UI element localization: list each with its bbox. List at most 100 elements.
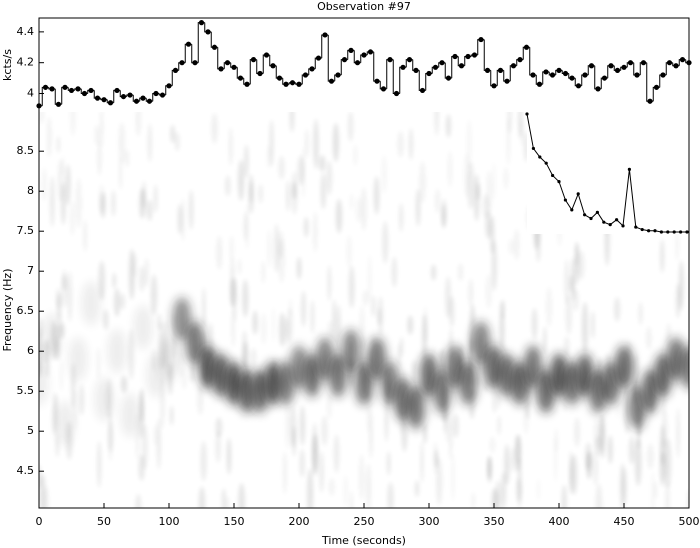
x-tick-label: 0 <box>36 515 43 528</box>
x-tick-label: 200 <box>289 515 310 528</box>
inset-point <box>525 112 529 116</box>
data-point <box>621 64 627 70</box>
noise-streak <box>628 436 635 465</box>
power-blob <box>160 337 178 382</box>
data-point <box>322 32 328 38</box>
noise-streak <box>94 125 100 146</box>
noise-streak <box>397 130 404 158</box>
noise-streak <box>144 258 149 288</box>
noise-streak <box>174 132 180 152</box>
power-blob <box>329 353 347 398</box>
power-blob <box>43 313 61 358</box>
noise-streak <box>565 258 569 306</box>
noise-streak <box>181 367 188 389</box>
noise-streak <box>419 160 426 204</box>
noise-streak <box>114 288 121 317</box>
step-segment <box>529 47 537 76</box>
x-tick-label: 150 <box>224 515 245 528</box>
noise-streak <box>409 127 413 161</box>
x-tick-label: 250 <box>354 515 375 528</box>
data-point <box>647 98 653 104</box>
noise-streak <box>382 220 389 264</box>
noise-streak <box>120 293 126 310</box>
step-segment <box>399 66 407 94</box>
noise-streak <box>272 306 275 342</box>
data-point <box>179 60 185 66</box>
noise-streak <box>112 272 116 289</box>
noise-streak <box>422 313 428 361</box>
data-point <box>211 44 218 50</box>
noise-streak <box>431 264 436 281</box>
noise-streak <box>279 312 286 347</box>
step-segment <box>262 54 270 74</box>
data-point <box>471 52 478 58</box>
data-point <box>257 70 263 77</box>
data-point <box>81 90 88 97</box>
noise-streak <box>595 483 603 508</box>
noise-streak <box>423 423 427 444</box>
noise-streak <box>546 287 552 328</box>
noise-streak <box>282 451 287 495</box>
noise-streak <box>75 177 82 229</box>
y-tick-label: 5.5 <box>17 384 35 397</box>
noise-streak <box>304 128 309 159</box>
noise-streak <box>319 451 324 494</box>
y-tick-label: 4.5 <box>17 464 35 477</box>
noise-streak <box>78 383 85 416</box>
noise-streak <box>599 415 604 453</box>
noise-streak <box>216 235 223 271</box>
noise-streak <box>369 409 373 459</box>
noise-streak <box>474 174 480 222</box>
noise-streak <box>267 228 272 268</box>
noise-streak <box>594 435 601 456</box>
noise-streak <box>577 250 585 280</box>
noise-streak <box>664 438 672 489</box>
noise-streak <box>362 289 369 307</box>
data-point <box>283 81 289 87</box>
noise-streak <box>518 112 523 139</box>
data-point <box>536 81 543 87</box>
noise-streak <box>659 437 667 484</box>
noise-streak <box>320 172 327 210</box>
noise-streak <box>119 156 123 190</box>
noise-streak <box>347 112 354 142</box>
inset-point <box>653 229 657 233</box>
y-tick-label: 4.2 <box>17 56 35 69</box>
data-point <box>114 87 120 94</box>
spectrogram <box>39 112 689 508</box>
step-segment <box>217 47 225 70</box>
noise-streak <box>103 309 109 330</box>
data-point <box>601 75 608 81</box>
noise-streak <box>397 342 401 372</box>
noise-streak <box>581 301 589 353</box>
noise-streak <box>608 435 613 465</box>
power-blob <box>433 369 451 414</box>
noise-streak <box>278 238 285 284</box>
noise-streak <box>349 490 354 508</box>
noise-streak <box>238 482 246 508</box>
noise-streak <box>229 127 233 167</box>
y-axis-label: kcts/s <box>1 49 14 81</box>
power-blob <box>121 393 139 438</box>
noise-streak <box>156 417 162 470</box>
noise-streak <box>384 396 389 443</box>
data-point <box>42 84 49 90</box>
noise-streak <box>128 328 135 381</box>
noise-streak <box>285 398 290 449</box>
noise-streak <box>248 174 254 214</box>
noise-streak <box>138 265 145 292</box>
data-point <box>231 64 237 70</box>
x-tick-label: 400 <box>549 515 570 528</box>
noise-streak <box>307 468 314 508</box>
data-point <box>198 20 205 26</box>
noise-streak <box>467 161 475 210</box>
noise-streak <box>491 488 498 508</box>
inset-point <box>615 218 619 222</box>
power-blob <box>95 377 113 422</box>
noise-streak <box>489 436 496 454</box>
data-point <box>101 97 107 103</box>
noise-streak <box>438 348 446 374</box>
noise-streak <box>434 112 439 136</box>
noise-streak <box>485 274 492 308</box>
plot-layer: 4 4.2 4.4 4.5 5 5.5 6 6.5 7 7.5 8 8.5 0 50 100 150 200 25… <box>17 20 700 528</box>
